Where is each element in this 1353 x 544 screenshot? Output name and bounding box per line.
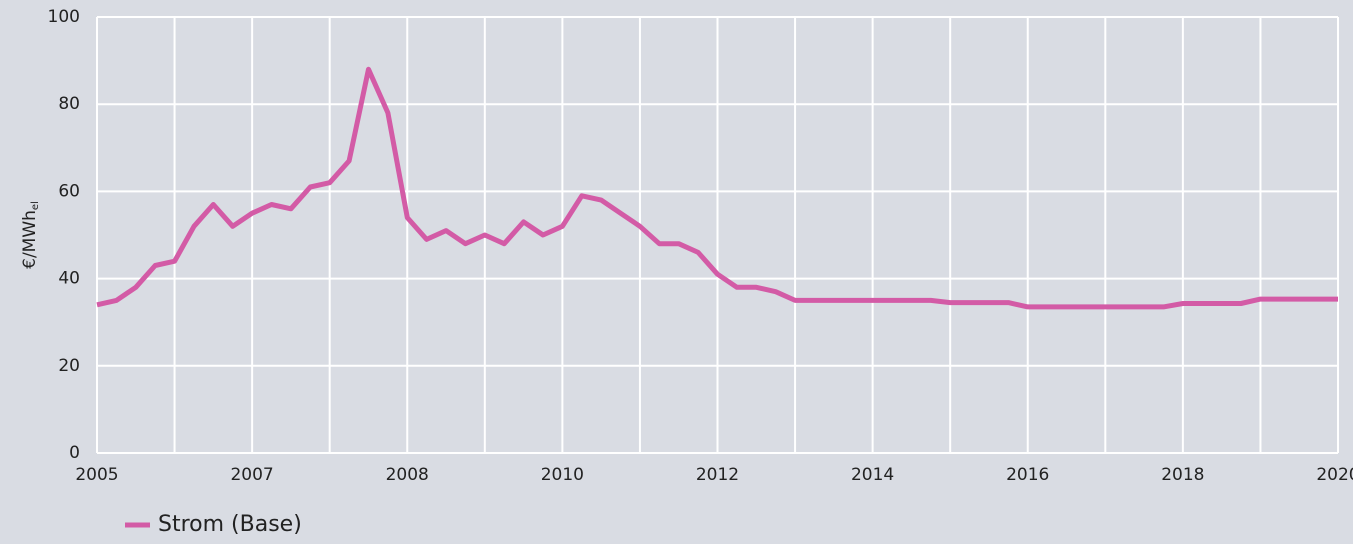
x-tick-label: 2007 [230,465,273,485]
legend-label: Strom (Base) [158,512,302,537]
x-tick-label: 2016 [1006,465,1049,485]
y-tick-label: 60 [58,181,80,201]
x-tick-label: 2008 [386,465,429,485]
x-tick-label: 2012 [696,465,739,485]
y-tick-label: 20 [58,356,80,376]
y-axis-label: €/MWhel [20,201,41,269]
y-tick-label: 80 [58,94,80,114]
y-tick-label: 0 [69,443,80,463]
x-tick-label: 2018 [1161,465,1204,485]
y-tick-label: 40 [58,269,80,289]
y-tick-label: 100 [48,7,80,27]
x-tick-label: 2010 [541,465,584,485]
data-line [96,66,1338,310]
x-tick-label: 2005 [75,465,118,485]
x-tick-label: 2014 [851,465,894,485]
